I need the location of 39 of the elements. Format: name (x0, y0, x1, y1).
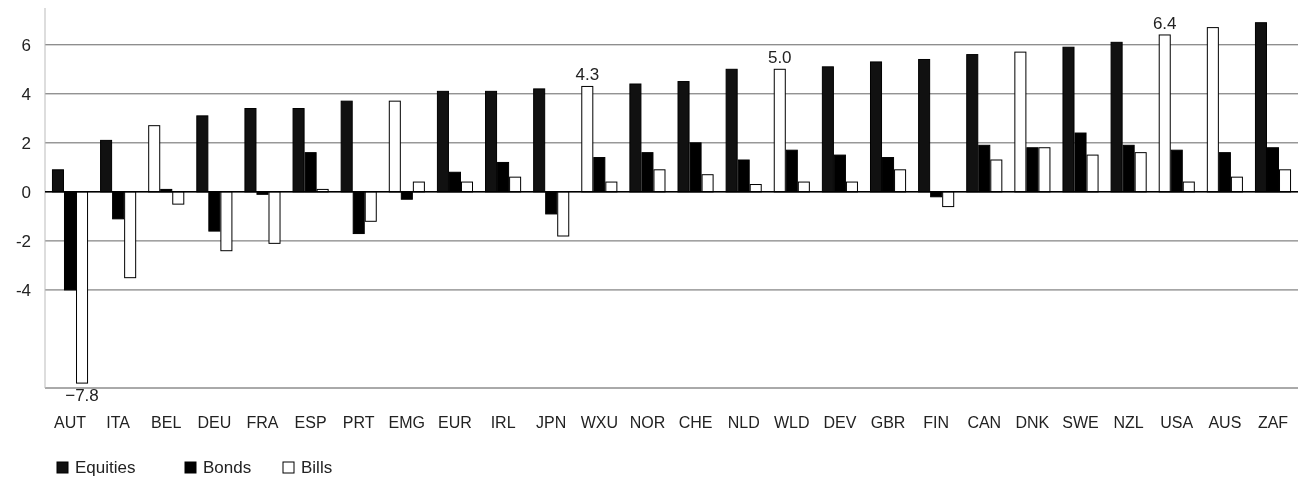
x-tick-label: CAN (967, 414, 1002, 431)
x-tick-label: JPN (536, 414, 567, 431)
x-tick-label: USA (1160, 414, 1194, 431)
y-tick-label: 2 (21, 133, 31, 153)
x-tick-label: FRA (246, 414, 279, 431)
legend-label: Bills (301, 458, 333, 477)
x-tick-label: AUS (1208, 414, 1242, 431)
y-tick-label: 4 (21, 84, 31, 104)
x-tick-label: EUR (438, 414, 472, 431)
y-tick-label: 0 (21, 182, 31, 202)
x-tick-label: DEV (823, 414, 857, 431)
x-tick-label: FIN (923, 414, 950, 431)
data-label: 4.3 (575, 65, 600, 85)
y-tick-label: -4 (15, 280, 31, 300)
x-tick-label: EMG (388, 414, 426, 431)
x-tick-label: ITA (106, 414, 131, 431)
x-tick-label: NZL (1113, 414, 1144, 431)
x-tick-label: WLD (774, 414, 810, 431)
x-tick-label: IRL (490, 414, 516, 431)
x-tick-label: NOR (629, 414, 666, 431)
x-tick-label: ESP (294, 414, 327, 431)
legend-label: Equities (75, 458, 136, 477)
x-tick-label: PRT (342, 414, 375, 431)
data-label: −7.8 (65, 386, 99, 406)
y-tick-label: 6 (21, 35, 31, 55)
x-tick-label: NLD (727, 414, 760, 431)
x-tick-label: DNK (1015, 414, 1050, 431)
x-tick-label: CHE (678, 414, 713, 431)
x-tick-label: WXU (580, 414, 618, 431)
y-tick-label: -2 (15, 231, 31, 251)
data-label: 5.0 (767, 48, 792, 68)
x-tick-label: BEL (151, 414, 182, 431)
x-tick-label: ZAF (1257, 414, 1289, 431)
x-tick-label: GBR (870, 414, 906, 431)
legend-label: Bonds (203, 458, 252, 477)
x-tick-label: DEU (197, 414, 232, 431)
x-tick-label: AUT (54, 414, 87, 431)
data-label: 6.4 (1152, 13, 1177, 33)
x-tick-label: SWE (1062, 414, 1099, 431)
